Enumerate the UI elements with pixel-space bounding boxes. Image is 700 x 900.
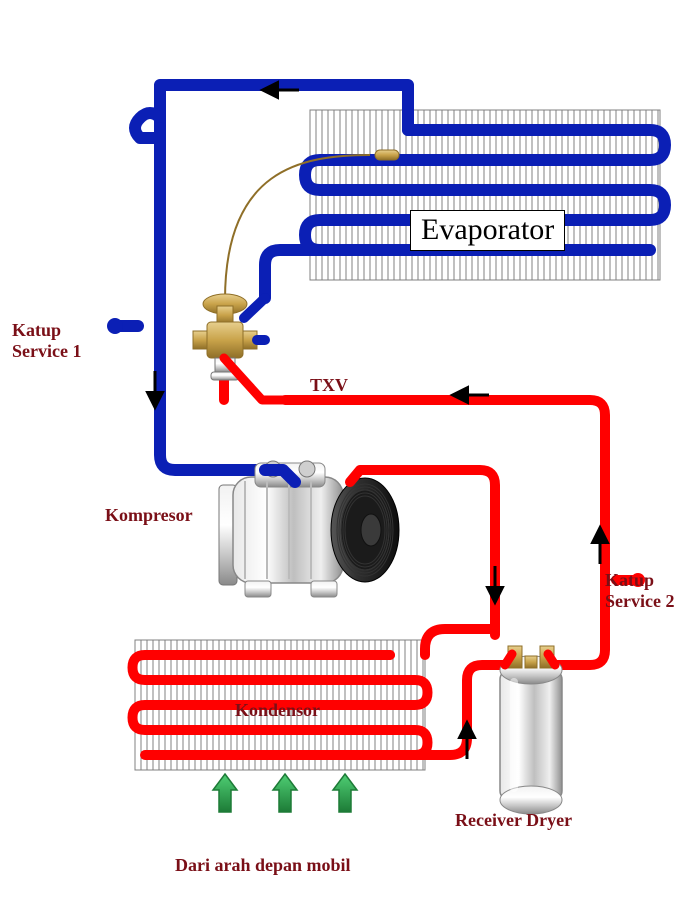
label-kondensor: Kondensor <box>235 700 320 721</box>
label-txv: TXV <box>310 375 348 396</box>
label-evaporator: Evaporator <box>410 210 565 251</box>
label-kompresor: Kompresor <box>105 505 193 526</box>
label-receiver-dryer: Receiver Dryer <box>455 810 572 831</box>
diagram-stage: Evaporator Katup Service 1 TXV Kompresor… <box>0 0 700 900</box>
label-katup-service-1: Katup Service 1 <box>12 320 81 361</box>
label-katup-service-2: Katup Service 2 <box>605 570 674 611</box>
diagram-svg <box>0 0 700 900</box>
label-dari-arah: Dari arah depan mobil <box>175 855 351 876</box>
